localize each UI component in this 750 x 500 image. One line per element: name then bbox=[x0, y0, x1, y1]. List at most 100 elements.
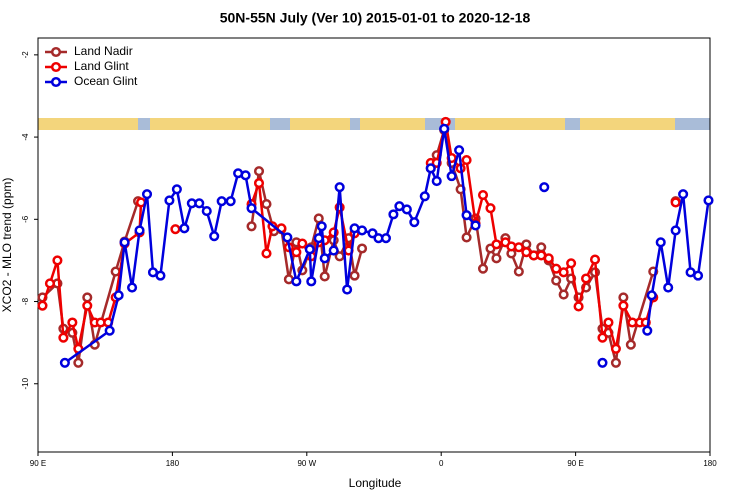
data-point bbox=[113, 290, 124, 301]
data-point bbox=[201, 206, 212, 217]
data-point bbox=[357, 225, 368, 236]
x-tick-label: 180 bbox=[166, 459, 180, 468]
data-point bbox=[551, 263, 562, 274]
data-point bbox=[439, 123, 450, 134]
data-point bbox=[663, 282, 674, 293]
data-point bbox=[225, 196, 236, 207]
data-point bbox=[431, 176, 442, 187]
data-point bbox=[491, 253, 502, 264]
data-point bbox=[304, 244, 315, 255]
data-point bbox=[477, 263, 489, 274]
data-point bbox=[589, 254, 601, 265]
data-point bbox=[73, 357, 84, 368]
data-point bbox=[678, 189, 689, 200]
data-point bbox=[246, 221, 257, 232]
data-point bbox=[566, 258, 577, 269]
data-point bbox=[349, 270, 360, 281]
data-point bbox=[461, 232, 472, 243]
data-point bbox=[246, 203, 257, 214]
data-point bbox=[141, 189, 153, 200]
data-point bbox=[558, 289, 569, 300]
map-strip bbox=[38, 118, 710, 130]
data-point bbox=[119, 237, 130, 248]
data-point bbox=[388, 209, 399, 220]
x-tick-label: 0 bbox=[439, 459, 444, 468]
data-point bbox=[597, 332, 608, 343]
data-point bbox=[334, 182, 345, 193]
data-point bbox=[82, 300, 93, 311]
x-tick-label: 90 E bbox=[30, 459, 46, 468]
data-point bbox=[536, 242, 547, 253]
data-point bbox=[618, 292, 629, 303]
data-point bbox=[670, 197, 681, 208]
data-point bbox=[401, 204, 412, 215]
data-point bbox=[573, 301, 584, 312]
data-point bbox=[253, 166, 265, 177]
x-tick-label: 180 bbox=[703, 459, 717, 468]
data-point bbox=[316, 221, 327, 232]
data-point bbox=[646, 290, 657, 301]
data-point bbox=[625, 339, 636, 350]
data-point bbox=[58, 332, 69, 343]
legend-label: Ocean Glint bbox=[74, 74, 138, 88]
data-point bbox=[693, 270, 704, 281]
legend-marker bbox=[50, 46, 62, 58]
data-point bbox=[425, 163, 436, 174]
data-point bbox=[297, 238, 308, 249]
data-point bbox=[461, 210, 472, 221]
data-point bbox=[164, 195, 175, 206]
data-point bbox=[319, 271, 330, 282]
y-tick-label: -10 bbox=[21, 377, 30, 389]
data-point bbox=[127, 282, 138, 293]
data-point bbox=[367, 228, 378, 239]
data-point bbox=[319, 253, 330, 264]
x-tick-label: 90 E bbox=[567, 459, 583, 468]
data-point bbox=[491, 239, 502, 250]
data-point bbox=[558, 267, 569, 278]
data-point bbox=[409, 217, 420, 228]
data-point bbox=[539, 182, 550, 193]
data-point bbox=[104, 325, 115, 336]
legend-marker bbox=[50, 61, 62, 73]
data-point bbox=[52, 255, 63, 266]
data-point bbox=[597, 357, 608, 368]
data-point bbox=[328, 245, 339, 256]
chart-title: 50N-55N July (Ver 10) 2015-01-01 to 2020… bbox=[220, 10, 531, 26]
data-point bbox=[134, 225, 145, 236]
data-point bbox=[446, 171, 457, 182]
data-point bbox=[477, 189, 489, 201]
data-point bbox=[655, 237, 666, 248]
data-point bbox=[37, 300, 48, 311]
data-point bbox=[670, 225, 681, 236]
data-point bbox=[313, 233, 324, 244]
data-point bbox=[67, 317, 78, 328]
data-point bbox=[603, 317, 614, 328]
data-point bbox=[171, 184, 182, 195]
data-point bbox=[261, 248, 272, 259]
data-point bbox=[313, 213, 324, 224]
data-point bbox=[618, 300, 629, 311]
data-point bbox=[551, 275, 562, 286]
data-point bbox=[513, 266, 524, 277]
x-tick-label: 90 W bbox=[297, 459, 316, 468]
data-point bbox=[419, 191, 430, 202]
data-point bbox=[454, 145, 465, 156]
data-point bbox=[461, 155, 472, 166]
data-point bbox=[179, 223, 190, 234]
y-tick-label: -2 bbox=[21, 51, 30, 59]
data-point bbox=[610, 343, 621, 354]
plot-frame bbox=[37, 37, 711, 453]
data-point bbox=[253, 178, 265, 189]
data-point bbox=[240, 170, 251, 181]
data-point bbox=[581, 273, 592, 284]
data-point bbox=[82, 292, 93, 303]
data-point bbox=[470, 220, 481, 231]
data-point bbox=[703, 195, 714, 206]
data-point bbox=[194, 198, 205, 209]
y-tick-label: -6 bbox=[21, 215, 30, 223]
data-point bbox=[291, 247, 302, 258]
data-point bbox=[380, 233, 391, 244]
legend-label: Land Nadir bbox=[74, 44, 133, 58]
y-tick-label: -4 bbox=[21, 133, 30, 141]
